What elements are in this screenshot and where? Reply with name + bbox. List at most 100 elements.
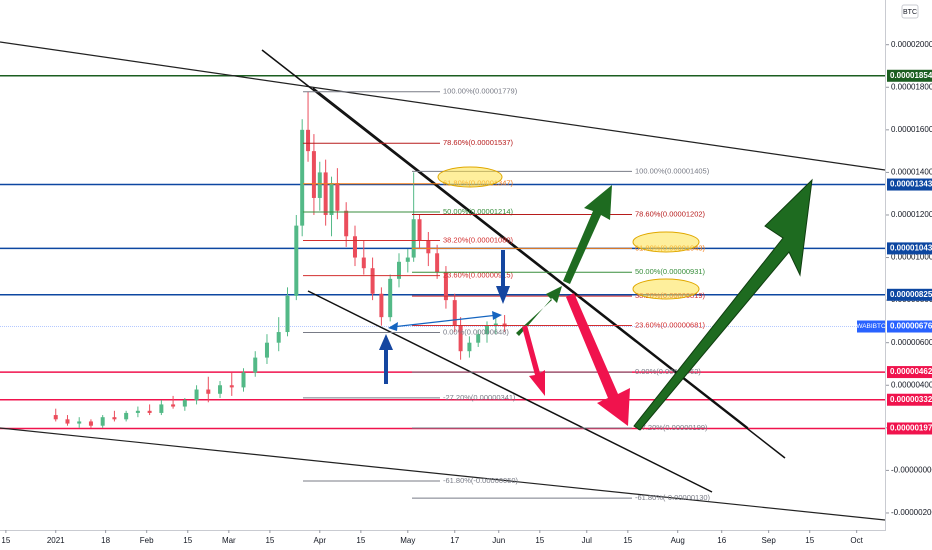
green-arrow	[563, 185, 612, 284]
fib-label: 23.60%(0.00000915)	[443, 271, 514, 280]
candle-body	[264, 342, 269, 358]
candles	[53, 91, 507, 428]
fib-label: 78.60%(0.00001202)	[635, 210, 706, 219]
candle-body	[396, 261, 401, 279]
candle-body	[311, 151, 316, 198]
price-tag	[887, 366, 932, 379]
x-tick-label: 15	[1, 536, 10, 545]
drawings	[0, 41, 886, 521]
price-tag-label: 0.00001043	[890, 244, 932, 253]
price-tag	[887, 320, 932, 333]
x-tick-label: 16	[717, 536, 726, 545]
y-tick-label: -0.00000200	[891, 508, 932, 517]
axis-labels: 0.00002000 0.00001800 0.00001600 0.00001400…	[1, 40, 932, 545]
x-tick-label: Feb	[140, 536, 154, 545]
x-tick-label: Jul	[582, 536, 592, 545]
candle-body	[112, 417, 117, 420]
candle-body	[329, 183, 334, 215]
price-tag-label: 0.00000462	[890, 367, 932, 376]
x-tick-label: 15	[535, 536, 544, 545]
candle-body	[405, 257, 410, 262]
x-tick-label: Sep	[762, 536, 777, 545]
price-tag	[887, 178, 932, 191]
candle-body	[388, 278, 393, 318]
candle-body	[467, 342, 472, 352]
candle-body	[194, 389, 199, 401]
fib-label: 100.00%(0.00001779)	[443, 87, 518, 96]
trend-line	[307, 290, 713, 493]
x-tick-label: Jun	[492, 536, 505, 545]
blue-arrow-down	[496, 250, 510, 304]
price-tag-label: 0.00000332	[890, 395, 932, 404]
y-tick-label: 0.00001800	[891, 82, 932, 91]
y-tick-label: 0.00001400	[891, 168, 932, 177]
candle-body	[135, 410, 140, 413]
candle-body	[344, 210, 349, 237]
candle-body	[300, 129, 305, 226]
fib-label: -27.20%(0.00000341)	[443, 393, 516, 402]
candle-body	[323, 172, 328, 215]
candle-body	[426, 240, 431, 254]
candle-body	[253, 357, 258, 373]
green-arrow	[516, 286, 562, 336]
candle-body	[452, 300, 457, 326]
fib-label: 0.00%(0.00000462)	[635, 367, 701, 376]
candle-body	[370, 268, 375, 294]
price-tag	[887, 288, 932, 301]
y-tick-label: 0.00001600	[891, 125, 932, 134]
candle-body	[379, 293, 384, 318]
annotations	[379, 166, 813, 431]
candle-body	[88, 421, 93, 426]
symbol-label: WABIBTC	[856, 323, 886, 330]
candle-body	[53, 415, 58, 420]
price-tag-label: 0.00001854	[890, 71, 932, 80]
candle-body	[443, 272, 448, 301]
candle-body	[285, 295, 290, 333]
x-tick-label: 15	[356, 536, 365, 545]
price-tag-label: 0.00000676	[890, 322, 932, 331]
highlight	[632, 278, 700, 300]
x-tick-label: May	[400, 536, 415, 545]
time-axis	[0, 530, 886, 550]
price-tag	[887, 393, 932, 406]
fib-label: 38.20%(0.00001080)	[443, 236, 514, 245]
arrow-head	[492, 311, 502, 320]
x-tick-label: Oct	[850, 536, 863, 545]
x-tick-label: 15	[265, 536, 274, 545]
candle-body	[159, 404, 164, 413]
fib-label: 50.00%(0.00001214)	[443, 207, 514, 216]
y-tick-label: 0.00000400	[891, 380, 932, 389]
price-tag	[887, 69, 932, 82]
y-tick-label: -0.00000000	[891, 466, 932, 475]
x-tick-label: Mar	[222, 536, 236, 545]
candle-body	[485, 325, 490, 335]
x-tick-label: 2021	[47, 536, 65, 545]
fib-label: -61.80%(-0.00000050)	[443, 476, 519, 485]
fib-retracements: 100.00%(0.00001779)78.60%(0.00001537)61.…	[303, 87, 711, 502]
x-tick-label: 15	[183, 536, 192, 545]
symbol-tag	[857, 320, 885, 333]
candle-body	[435, 253, 440, 273]
measure-arrow	[391, 314, 499, 328]
blue-arrow-up	[379, 334, 393, 384]
trend-line	[261, 49, 786, 459]
candle-body	[147, 410, 152, 413]
fib-label: -61.80%(-0.00000130)	[635, 493, 711, 502]
green-arrow	[633, 178, 813, 431]
candle-body	[352, 236, 357, 258]
candle-body	[124, 412, 129, 420]
price-axis	[886, 0, 932, 550]
fib-label: 78.60%(0.00001537)	[443, 138, 514, 147]
candle-body	[65, 419, 70, 424]
currency-box	[901, 4, 919, 19]
candle-body	[206, 389, 211, 394]
y-tick-label: 0.00000600	[891, 338, 932, 347]
candle-body	[458, 325, 463, 352]
candle-body	[77, 421, 82, 424]
candle-body	[100, 417, 105, 426]
trend-line	[0, 427, 886, 521]
highlight	[437, 166, 503, 188]
red-arrow	[522, 325, 545, 396]
red-arrow	[566, 293, 630, 426]
